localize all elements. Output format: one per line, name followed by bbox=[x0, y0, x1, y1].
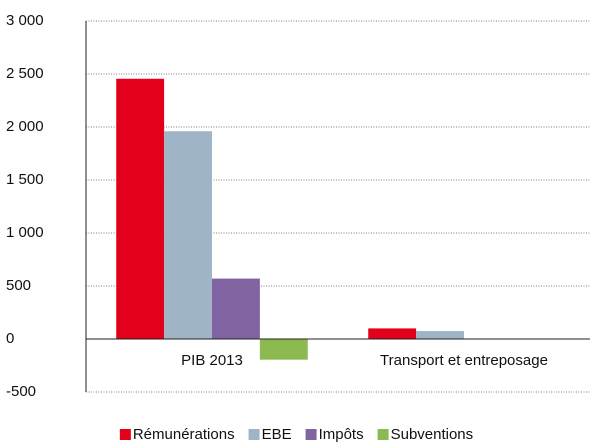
legend-swatch bbox=[248, 429, 260, 440]
x-tick-label: PIB 2013 bbox=[181, 352, 243, 369]
bar bbox=[368, 328, 417, 339]
legend-swatch bbox=[377, 429, 389, 440]
legend-swatch bbox=[119, 429, 131, 440]
legend-label: Rémunérations bbox=[133, 426, 235, 442]
legend-swatch bbox=[305, 429, 317, 440]
x-tick-label: Transport et entreposage bbox=[380, 352, 548, 369]
y-tick-label: 2 000 bbox=[6, 118, 44, 135]
bar bbox=[416, 331, 464, 339]
legend-label: Subventions bbox=[391, 426, 474, 442]
y-tick-label: 2 500 bbox=[6, 65, 44, 82]
legend-label: EBE bbox=[262, 426, 292, 442]
y-tick-label: 1 000 bbox=[6, 224, 44, 241]
y-tick-label: -500 bbox=[6, 383, 36, 400]
bar bbox=[164, 131, 212, 339]
y-tick-label: 3 000 bbox=[6, 12, 44, 29]
y-tick-label: 1 500 bbox=[6, 171, 44, 188]
bar bbox=[212, 278, 260, 339]
y-tick-label: 0 bbox=[6, 330, 14, 347]
legend-label: Impôts bbox=[319, 426, 364, 442]
bar bbox=[259, 339, 308, 360]
bar bbox=[116, 78, 165, 340]
y-tick-label: 500 bbox=[6, 277, 31, 294]
